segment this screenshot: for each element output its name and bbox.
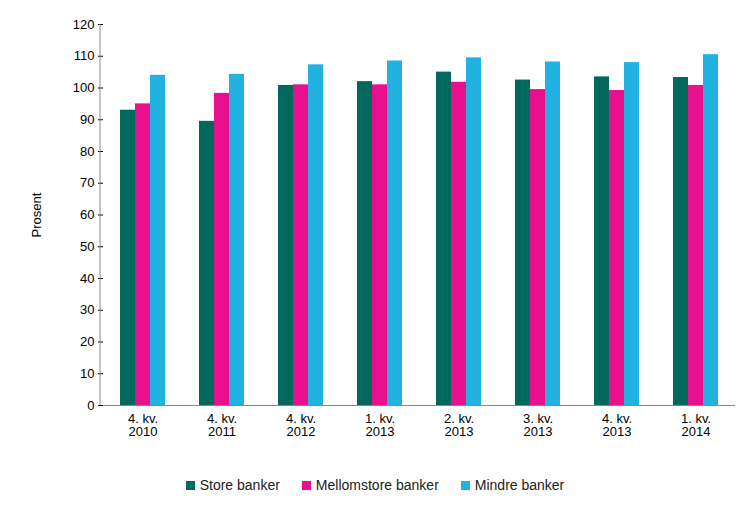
svg-text:70: 70: [80, 175, 94, 190]
html-text:Mindre banker: Mindre banker: [474, 477, 565, 493]
html-text:Mellomstore banker: Mellomstore banker: [315, 477, 439, 493]
svg-text:2. kv.2013: 2. kv.2013: [444, 411, 474, 439]
svg-text:20: 20: [80, 334, 94, 349]
svg-text:1. kv.2013: 1. kv.2013: [365, 411, 395, 439]
svg-text:100: 100: [73, 80, 95, 95]
svg-text:4. kv.2013: 4. kv.2013: [602, 411, 632, 439]
svg-text:80: 80: [80, 144, 94, 159]
svg-text:4. kv.2012: 4. kv.2012: [286, 411, 316, 439]
svg-text:1. kv.2014: 1. kv.2014: [681, 411, 711, 439]
svg-text:4. kv.2011: 4. kv.2011: [207, 411, 237, 439]
svg-text:3. kv.2013: 3. kv.2013: [523, 411, 553, 439]
svg-text:10: 10: [80, 366, 94, 381]
svg-text:40: 40: [80, 271, 94, 286]
svg-text:110: 110: [74, 48, 95, 63]
svg-text:50: 50: [80, 239, 94, 254]
svg-text:0: 0: [87, 398, 94, 413]
svg-text:60: 60: [80, 207, 94, 222]
svg-text:30: 30: [80, 302, 94, 317]
svg-text:Prosent: Prosent: [29, 192, 44, 237]
html-text:Store banker: Store banker: [199, 477, 280, 493]
svg-text:90: 90: [80, 112, 94, 127]
svg-text:4. kv.2010: 4. kv.2010: [128, 411, 158, 439]
svg-text:120: 120: [73, 17, 95, 32]
